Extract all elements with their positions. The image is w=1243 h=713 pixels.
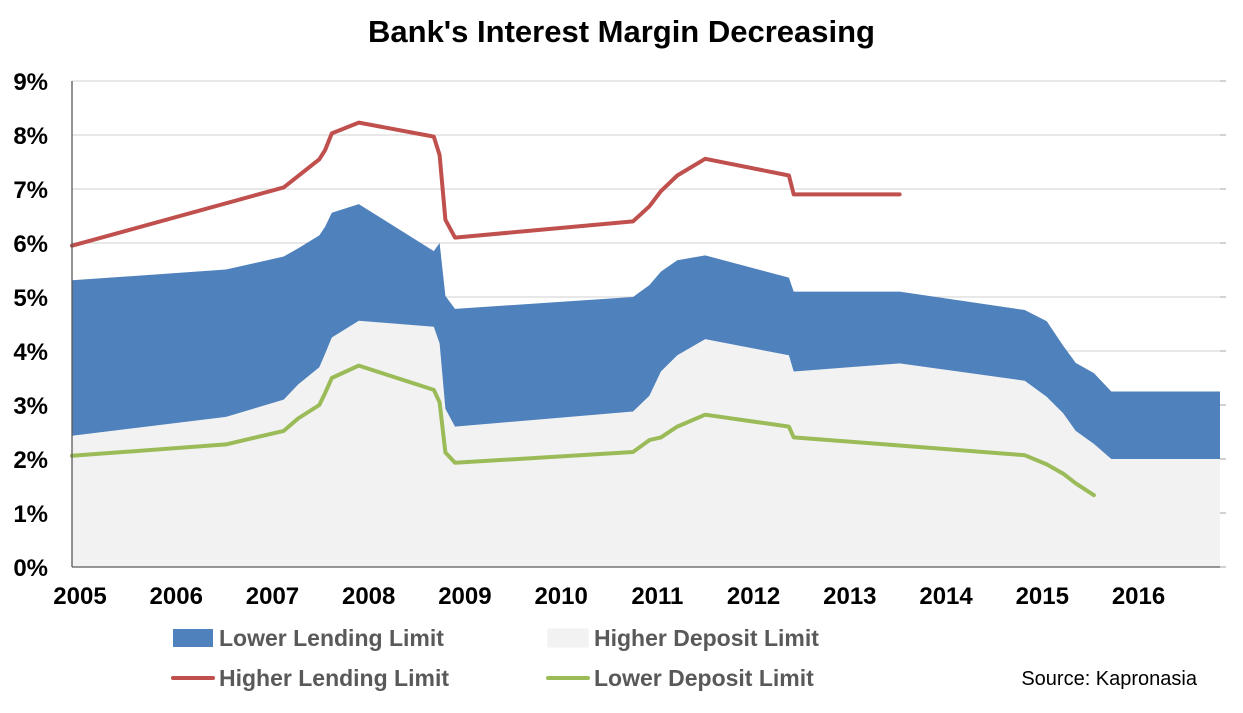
x-tick-label: 2005	[53, 583, 106, 610]
y-tick-label: 6%	[13, 231, 48, 258]
legend-lower-lending-limit-label: Lower Lending Limit	[219, 625, 444, 651]
x-tick-label: 2014	[919, 583, 973, 610]
source-note: Source: Kapronasia	[1021, 668, 1197, 690]
x-tick-label: 2013	[823, 583, 876, 610]
x-tick-label: 2008	[342, 583, 395, 610]
y-tick-label: 1%	[13, 501, 48, 528]
chart-title: Bank's Interest Margin Decreasing	[368, 14, 875, 49]
x-tick-label: 2009	[438, 583, 491, 610]
y-tick-label: 4%	[13, 339, 48, 366]
x-tick-label: 2011	[631, 583, 683, 610]
line-lower-deposit-limit	[70, 363, 1096, 498]
line-higher-lending-limit	[70, 120, 902, 248]
y-tick-label: 3%	[13, 393, 48, 420]
y-tick-label: 2%	[13, 447, 48, 474]
x-tick-label: 2012	[727, 583, 780, 610]
y-tick-label: 9%	[13, 69, 48, 96]
legend: Lower Lending Limit Higher Deposit Limit H…	[171, 625, 819, 691]
x-tick-label: 2016	[1112, 583, 1165, 610]
legend-higher-deposit-limit-swatch	[547, 628, 589, 648]
y-tick-label: 8%	[13, 123, 48, 150]
area-series	[72, 204, 1220, 567]
axes: 0% 1% 2% 3% 4% 5% 6% 7% 8% 9% 2005 2006 2007 2008 2009…	[13, 69, 1220, 610]
legend-higher-deposit-limit-label: Higher Deposit Limit	[594, 625, 819, 651]
x-tick-label: 2010	[534, 583, 587, 610]
legend-lower-deposit-limit-label: Lower Deposit Limit	[594, 665, 814, 691]
x-tick-label: 2015	[1016, 583, 1069, 610]
y-tick-label: 7%	[13, 177, 48, 204]
legend-lower-lending-limit-swatch	[173, 629, 213, 647]
x-tick-label: 2006	[150, 583, 203, 610]
y-tick-label: 0%	[13, 555, 48, 582]
x-tick-label: 2007	[246, 583, 299, 610]
legend-higher-lending-limit-label: Higher Lending Limit	[219, 665, 449, 691]
line-series	[70, 120, 1096, 498]
y-tick-label: 5%	[13, 285, 48, 312]
